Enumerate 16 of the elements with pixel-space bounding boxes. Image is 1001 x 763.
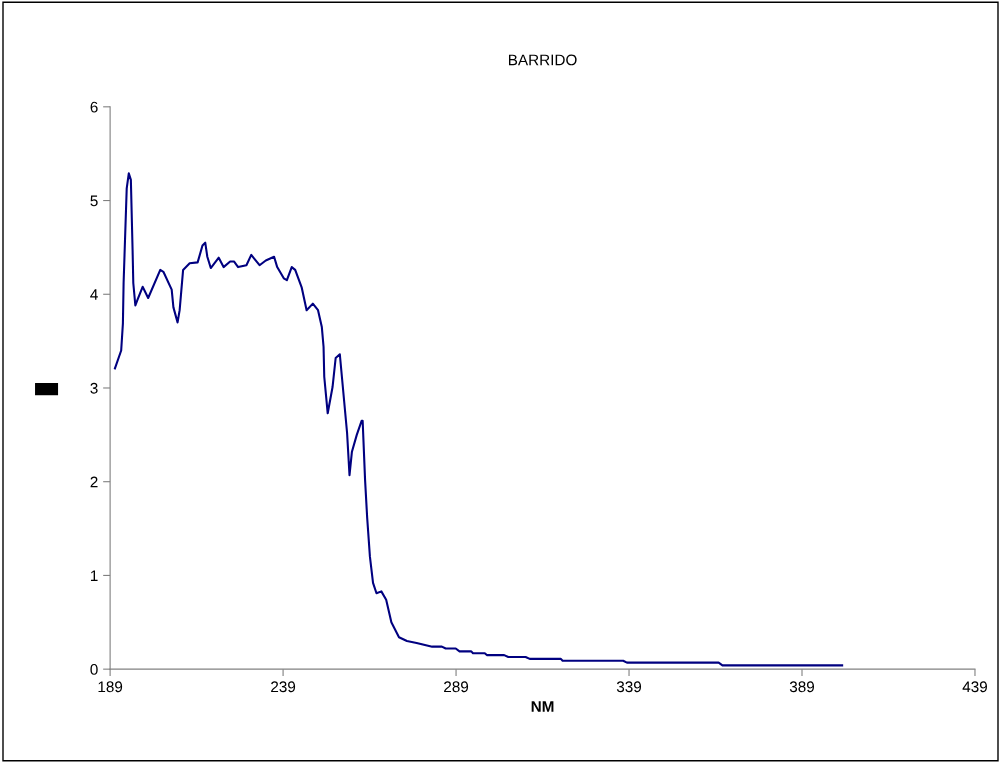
x-axis-title: NM [531, 701, 554, 712]
x-tick-label: 439 [962, 681, 987, 693]
y-tick-label: 1 [90, 570, 98, 581]
y-tick-label: 0 [90, 664, 98, 675]
chart-title: BARRIDO [508, 54, 577, 66]
y-tick-label: 3 [90, 382, 98, 394]
x-tick-label: 289 [444, 681, 469, 693]
x-tick-label: 389 [789, 681, 815, 693]
y-tick-label: 2 [90, 476, 98, 488]
y-tick-label: 6 [90, 101, 98, 113]
y-tick-label: 5 [90, 195, 98, 207]
x-tick-label: 339 [616, 681, 642, 693]
x-tick-label: 189 [98, 681, 123, 693]
y-tick-label: 4 [90, 289, 98, 300]
x-tick-label: 239 [271, 681, 296, 693]
line-series [113, 172, 844, 667]
